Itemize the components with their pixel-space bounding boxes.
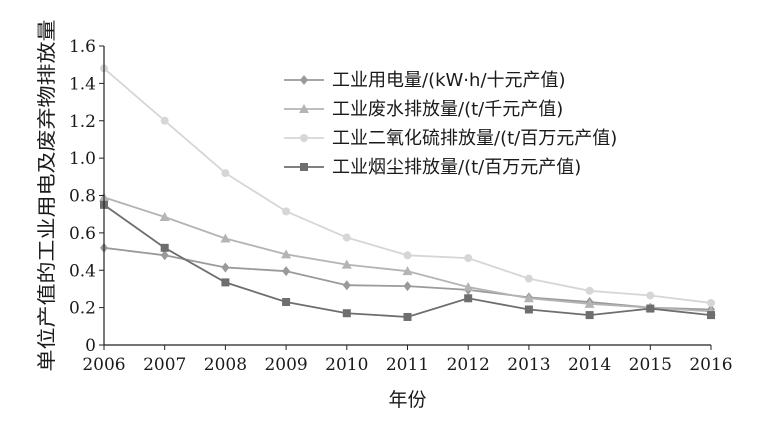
y-tick-label: 0.8 xyxy=(69,187,96,207)
x-tick-label: 2016 xyxy=(689,355,732,375)
circle-marker xyxy=(160,116,169,125)
circle-marker xyxy=(464,254,473,263)
diamond-marker xyxy=(221,262,230,273)
square-marker xyxy=(646,304,655,313)
x-tick-label: 2007 xyxy=(143,355,186,375)
triangle-marker xyxy=(220,233,231,243)
square-marker xyxy=(707,311,715,320)
series-group xyxy=(100,64,715,307)
square-marker xyxy=(585,311,594,320)
circle-marker xyxy=(282,207,291,216)
square-marker xyxy=(342,309,351,318)
y-axis-title: 单位产值的工业用电及废弃物排放量 xyxy=(36,20,58,372)
y-tick-label: 0.2 xyxy=(69,299,96,319)
legend-item: 工业二氧化硫排放量/(t/百万元产值) xyxy=(284,128,617,149)
legend-label: 工业用电量/(kW·h/十元产值) xyxy=(332,70,566,91)
y-tick-label: 1.0 xyxy=(69,149,96,169)
square-marker xyxy=(160,243,169,252)
diamond-marker xyxy=(160,250,169,261)
legend-label: 工业二氧化硫排放量/(t/百万元产值) xyxy=(332,128,617,149)
diamond-marker xyxy=(300,75,308,85)
x-tick-label: 2006 xyxy=(82,355,125,375)
legend: 工业用电量/(kW·h/十元产值) 工业废水排放量/(t/千元产值) 工业二氧化硫排… xyxy=(284,70,617,178)
square-marker xyxy=(300,163,308,171)
legend-label: 工业废水排放量/(t/千元产值) xyxy=(332,99,563,120)
diamond-marker xyxy=(403,281,412,292)
x-tick-label: 2009 xyxy=(264,355,307,375)
circle-marker xyxy=(707,298,715,307)
legend-item: 工业废水排放量/(t/千元产值) xyxy=(284,99,563,120)
diamond-marker xyxy=(342,280,351,291)
square-marker xyxy=(464,294,473,303)
triangle-marker xyxy=(341,259,352,269)
plot-area xyxy=(99,64,716,321)
y-tick-label: 0.4 xyxy=(69,261,96,281)
square-marker xyxy=(403,312,412,321)
y-tick-label: 0.6 xyxy=(69,224,96,244)
x-axis-title: 年份 xyxy=(388,389,426,411)
triangle-marker xyxy=(281,249,292,259)
circle-marker xyxy=(585,286,594,295)
x-tick-label: 2015 xyxy=(629,355,672,375)
x-tick-label: 2012 xyxy=(447,355,490,375)
triangle-marker xyxy=(299,104,309,113)
y-tick-label: 1.2 xyxy=(69,112,96,132)
triangle-marker xyxy=(463,282,474,292)
legend-item: 工业用电量/(kW·h/十元产值) xyxy=(284,70,566,91)
circle-marker xyxy=(646,291,655,300)
y-tick-label: 1.4 xyxy=(69,74,96,94)
y-tick-label: 0 xyxy=(85,336,96,356)
square-marker xyxy=(221,278,230,287)
circle-marker xyxy=(403,251,412,260)
triangle-marker xyxy=(402,266,413,276)
triangle-marker xyxy=(523,293,534,303)
y-tick-label: 1.6 xyxy=(69,37,96,57)
square-marker xyxy=(282,298,291,307)
triangle-marker xyxy=(159,211,170,221)
x-tick-label: 2008 xyxy=(204,355,247,375)
circle-marker xyxy=(221,169,230,178)
legend-item: 工业烟尘排放量/(t/百万元产值) xyxy=(284,157,581,178)
x-tick-label: 2013 xyxy=(507,355,550,375)
circle-marker xyxy=(524,274,533,283)
square-marker xyxy=(524,305,533,314)
circle-marker xyxy=(300,134,308,142)
x-tick-label: 2011 xyxy=(386,355,429,375)
triangle-marker xyxy=(584,298,595,308)
legend-label: 工业烟尘排放量/(t/百万元产值) xyxy=(332,157,581,178)
x-tick-label: 2014 xyxy=(568,355,611,375)
axes: 0 0.2 0.4 0.6 0.8 1.0 1.2 1.4 1.6 2006 2007 2008 200… xyxy=(69,37,733,375)
circle-marker xyxy=(342,233,351,242)
x-tick-label: 2010 xyxy=(325,355,368,375)
diamond-marker xyxy=(282,266,291,277)
